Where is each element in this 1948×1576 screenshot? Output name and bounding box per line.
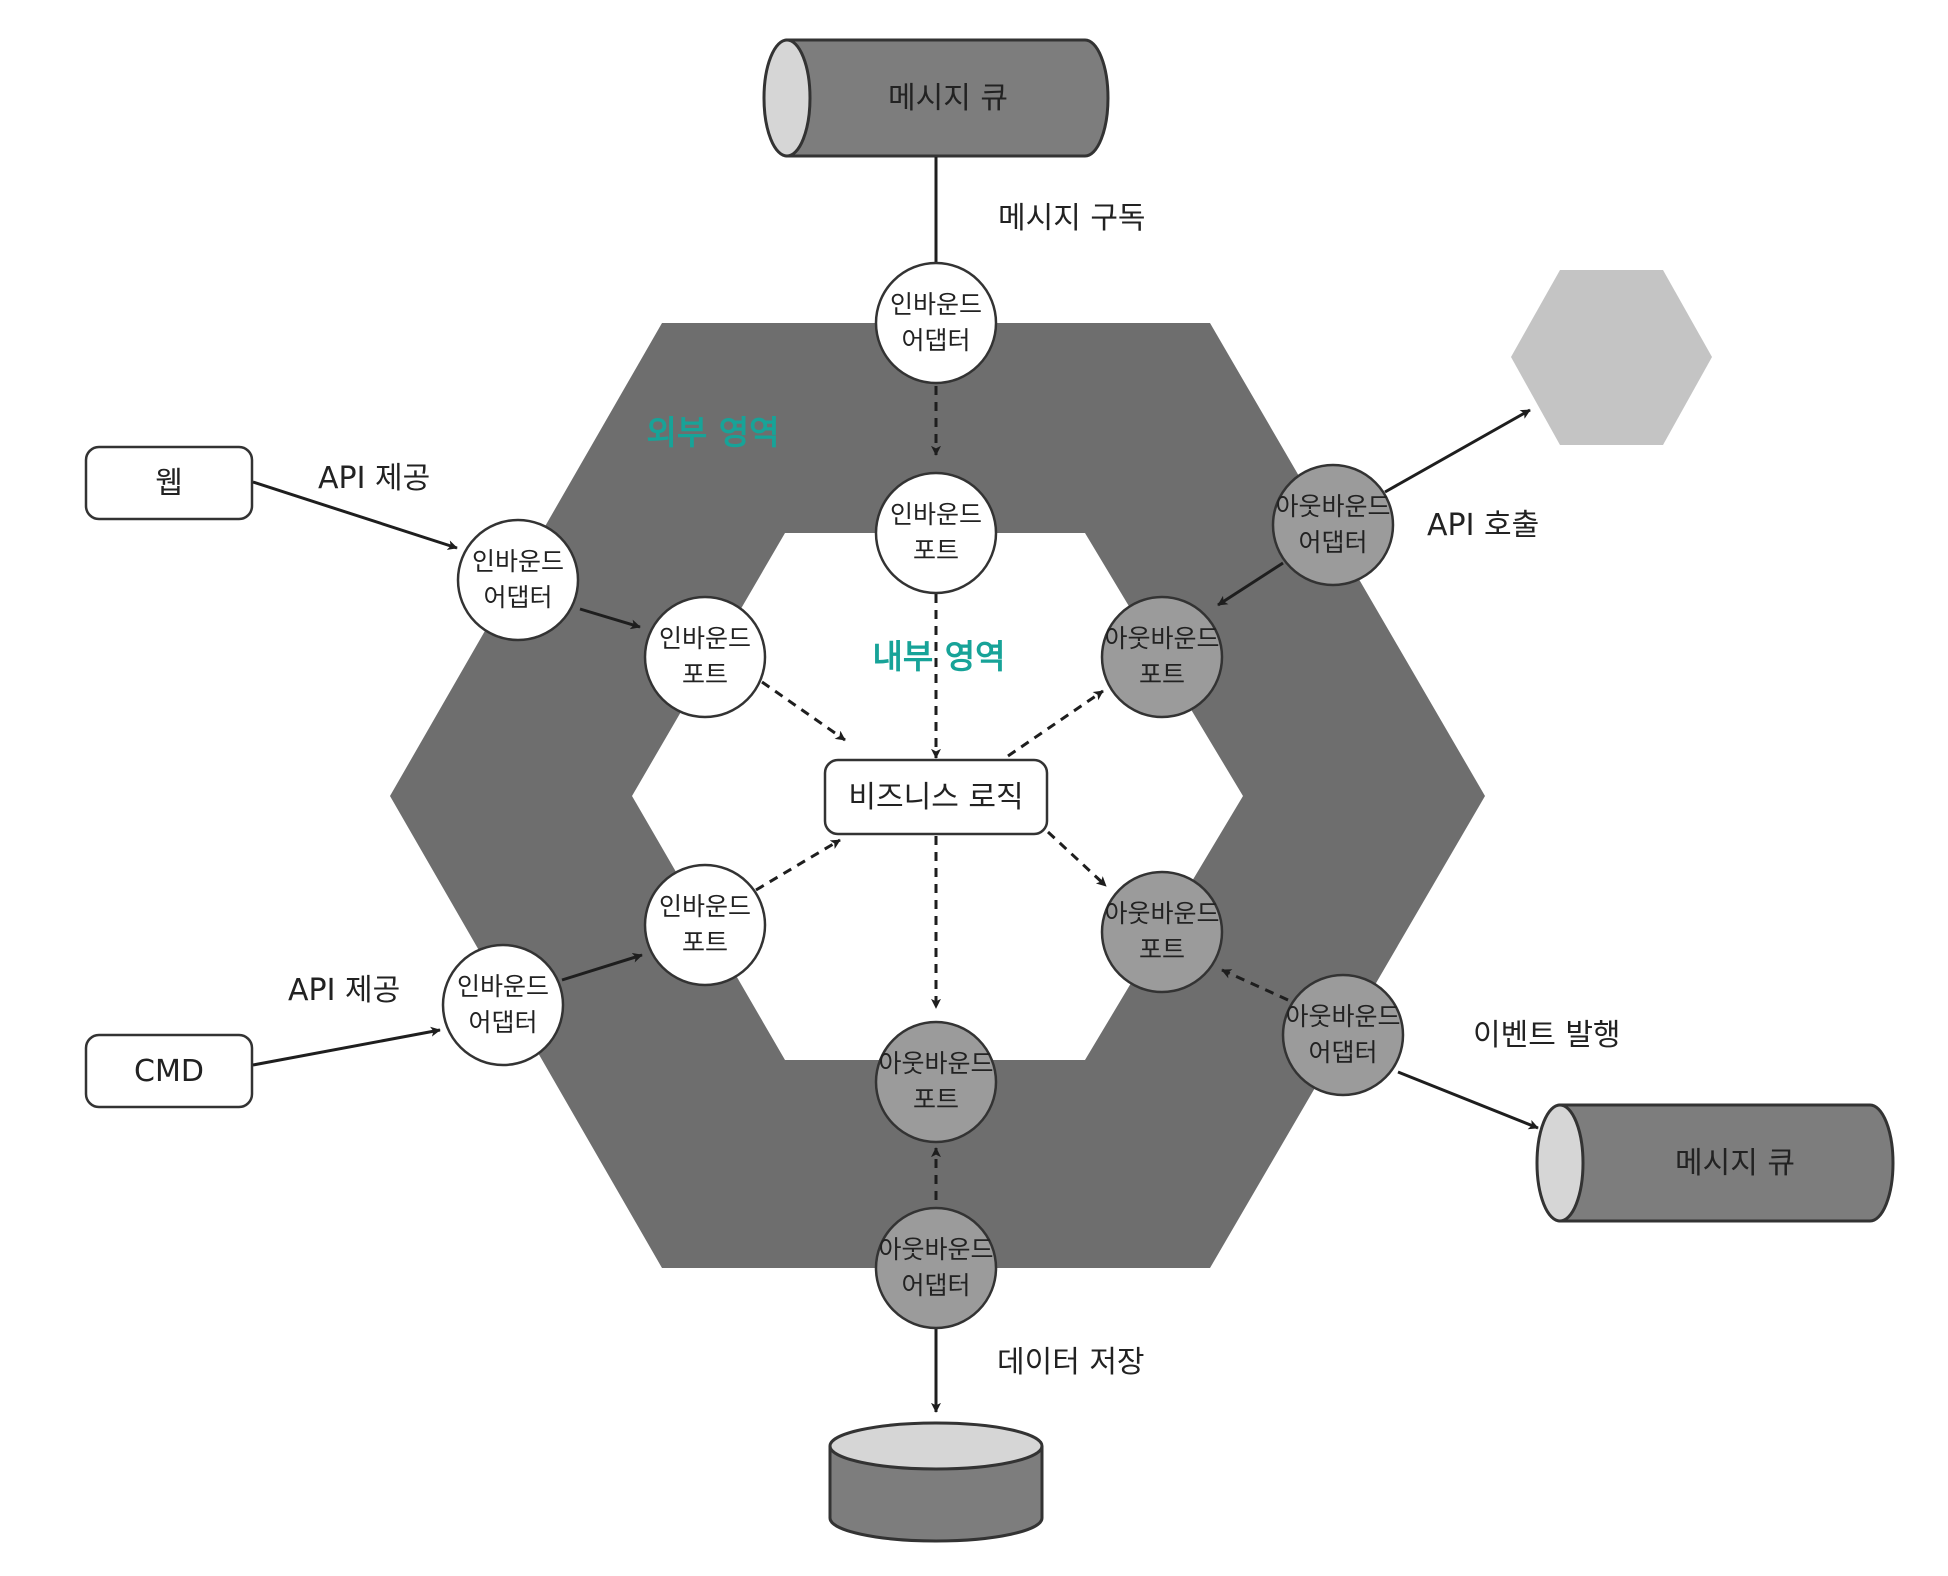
cmd-client-label: CMD bbox=[134, 1054, 204, 1089]
business-logic-box: 비즈니스 로직 bbox=[823, 758, 1049, 836]
cmd-client-box: CMD bbox=[84, 1033, 254, 1109]
hexagon-icon bbox=[1511, 270, 1712, 445]
outbound-adapter-api-line1: 아웃바운드 bbox=[1275, 492, 1390, 521]
inbound-port-lower-line1: 인바운드 bbox=[659, 892, 751, 921]
edge-outbound-adapter-to-port-upper bbox=[1217, 561, 1284, 607]
inbound-port-lower: 인바운드 포트 bbox=[643, 863, 767, 987]
inbound-port-top-line2: 포트 bbox=[913, 536, 959, 565]
api-call-label: API 호출 bbox=[1427, 508, 1539, 543]
edge-inbound-adapter-to-port-upper bbox=[579, 607, 641, 630]
inbound-port-top: 인바운드 포트 bbox=[874, 471, 998, 595]
edge-core-to-outbound-port-upper bbox=[1007, 689, 1104, 758]
inbound-port-upper-line2: 포트 bbox=[682, 660, 728, 689]
inbound-port-upper: 인바운드 포트 bbox=[643, 595, 767, 719]
message-queue-right-cylinder: 메시지 큐 bbox=[1535, 1103, 1895, 1223]
edge-inbound-port-upper-to-core bbox=[761, 680, 846, 742]
subscribe-label: 메시지 구독 bbox=[998, 201, 1146, 236]
edge-web-to-inbound-adapter bbox=[252, 480, 458, 550]
inbound-adapter-top-line2: 어댑터 bbox=[901, 326, 970, 355]
outbound-port-upper-line2: 포트 bbox=[1139, 660, 1185, 689]
edge-inbound-adapter-to-port-lower bbox=[561, 952, 643, 982]
outbound-adapter-db-line2: 어댑터 bbox=[901, 1271, 970, 1300]
data-store-label: 데이터 저장 bbox=[997, 1345, 1145, 1380]
outbound-port-bottom-line1: 아웃바운드 bbox=[878, 1049, 993, 1078]
web-client-box: 웹 bbox=[84, 445, 254, 521]
outbound-adapter-event-line1: 아웃바운드 bbox=[1285, 1002, 1400, 1031]
inbound-port-lower-line2: 포트 bbox=[682, 928, 728, 957]
inbound-adapter-top: 인바운드 어댑터 bbox=[874, 261, 998, 385]
inbound-port-top-line1: 인바운드 bbox=[890, 500, 982, 529]
outbound-port-lower-line1: 아웃바운드 bbox=[1104, 899, 1219, 928]
outbound-port-upper: 아웃바운드 포트 bbox=[1100, 595, 1224, 719]
edge-core-to-outbound-port-lower bbox=[1046, 830, 1108, 888]
inbound-adapter-top-line1: 인바운드 bbox=[890, 290, 982, 319]
outbound-adapter-db-line1: 아웃바운드 bbox=[878, 1235, 993, 1264]
api-provide-web-label: API 제공 bbox=[318, 461, 430, 496]
api-provide-cmd-label: API 제공 bbox=[288, 973, 400, 1008]
event-publish-label: 이벤트 발행 bbox=[1473, 1018, 1621, 1053]
edge-outbound-adapter-event-to-port-lower bbox=[1221, 968, 1289, 1002]
inbound-adapter-cmd: 인바운드 어댑터 bbox=[441, 943, 565, 1067]
outer-zone-label: 외부 영역 bbox=[647, 413, 780, 452]
outbound-adapter-db: 아웃바운드 어댑터 bbox=[874, 1206, 998, 1330]
outbound-port-lower-line2: 포트 bbox=[1139, 935, 1185, 964]
inbound-port-upper-line1: 인바운드 bbox=[659, 624, 751, 653]
message-queue-top-label: 메시지 큐 bbox=[888, 81, 1008, 116]
inbound-adapter-web-line1: 인바운드 bbox=[472, 547, 564, 576]
message-queue-top-cylinder: 메시지 큐 bbox=[762, 38, 1110, 158]
edge-cmd-to-inbound-adapter bbox=[252, 1026, 441, 1067]
outbound-adapter-api-line2: 어댑터 bbox=[1298, 528, 1367, 557]
database-icon bbox=[828, 1421, 1044, 1543]
inbound-adapter-cmd-line2: 어댑터 bbox=[468, 1008, 537, 1037]
inbound-adapter-web-line2: 어댑터 bbox=[483, 583, 552, 612]
outbound-port-bottom-line2: 포트 bbox=[913, 1085, 959, 1114]
outbound-adapter-event: 아웃바운드 어댑터 bbox=[1281, 973, 1405, 1097]
edge-outbound-adapter-to-message-queue bbox=[1397, 1070, 1539, 1130]
outbound-port-bottom: 아웃바운드 포트 bbox=[874, 1020, 998, 1144]
inner-zone-label: 내부 영역 bbox=[873, 637, 1006, 676]
outbound-port-upper-line1: 아웃바운드 bbox=[1104, 624, 1219, 653]
message-queue-right-label: 메시지 큐 bbox=[1675, 1146, 1795, 1181]
outbound-adapter-api: 아웃바운드 어댑터 bbox=[1271, 463, 1395, 587]
inbound-adapter-web: 인바운드 어댑터 bbox=[456, 518, 580, 642]
outbound-adapter-event-line2: 어댑터 bbox=[1308, 1038, 1377, 1067]
business-logic-label: 비즈니스 로직 bbox=[848, 780, 1023, 815]
edge-inbound-port-lower-to-core bbox=[755, 838, 841, 892]
outbound-port-lower: 아웃바운드 포트 bbox=[1100, 870, 1224, 994]
web-client-label: 웹 bbox=[155, 466, 183, 501]
edge-outbound-adapter-to-external-api bbox=[1384, 408, 1531, 494]
inbound-adapter-cmd-line1: 인바운드 bbox=[457, 972, 549, 1001]
